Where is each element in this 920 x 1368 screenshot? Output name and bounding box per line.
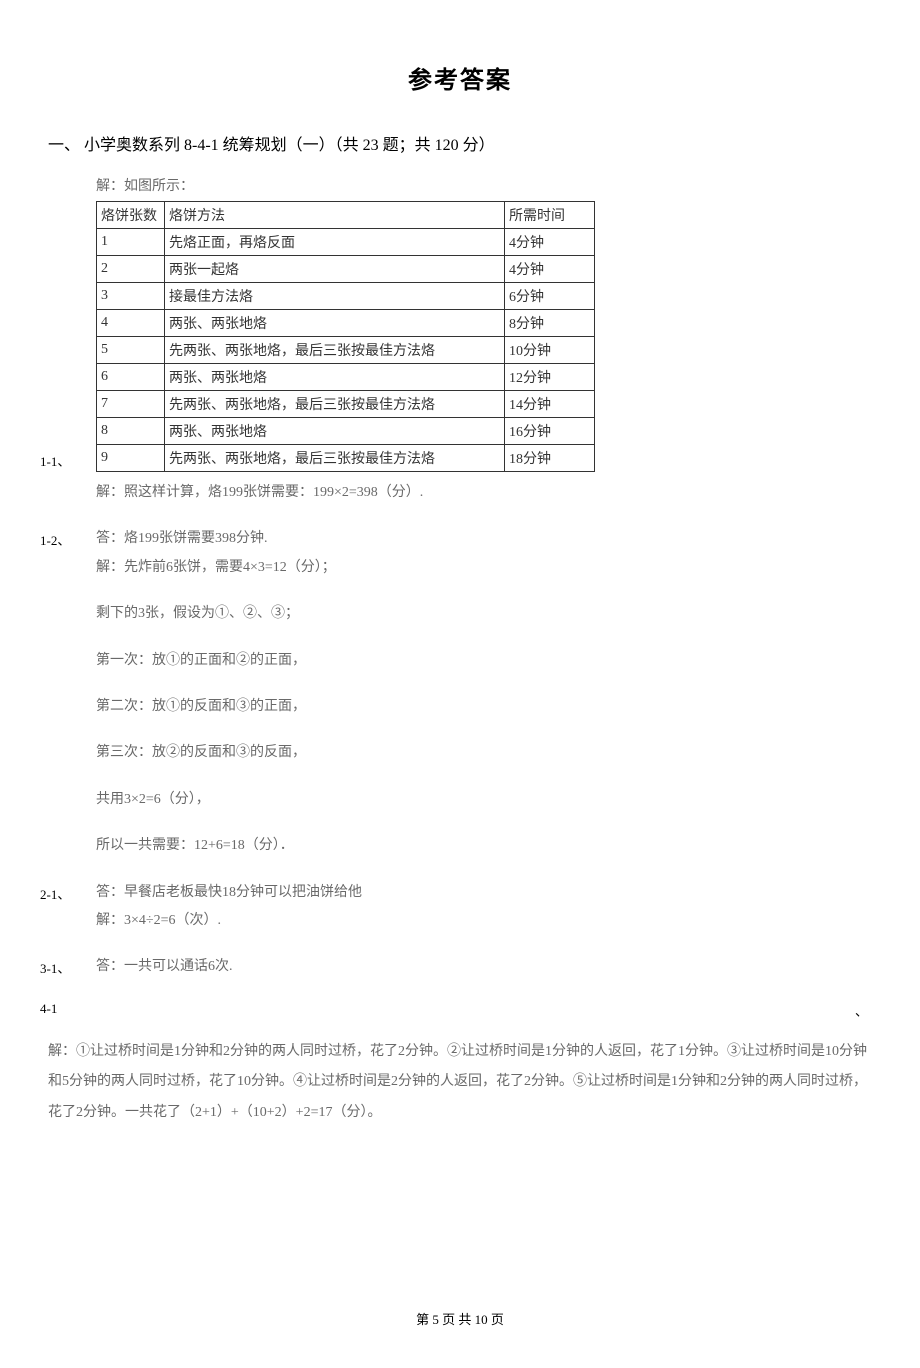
table-row: 4两张、两张地烙8分钟 [97,310,595,337]
answer-2-lines: 解：先炸前6张饼，需要4×3=12（分）； 剩下的3张，假设为①、②、③； 第一次：… [48,557,872,858]
table-cell: 先两张、两张地烙，最后三张按最佳方法烙 [165,337,505,364]
table-cell: 7 [97,391,165,418]
answer-2-line: 第二次：放①的反面和③的正面， [96,696,872,718]
page-title: 参考答案 [48,60,872,95]
table-header-cell: 烙饼张数 [97,202,165,229]
table-cell: 10分钟 [505,337,595,364]
answer-2-line: 第三次：放②的反面和③的反面， [96,742,872,764]
table-cell: 2 [97,256,165,283]
table-cell: 12分钟 [505,364,595,391]
answer-2-1-text: 答：早餐店老板最快18分钟可以把油饼给他 [96,882,872,904]
table-cell: 18分钟 [505,445,595,472]
table-cell: 两张、两张地烙 [165,418,505,445]
table-row: 5先两张、两张地烙，最后三张按最佳方法烙10分钟 [97,337,595,364]
table-cell: 4分钟 [505,229,595,256]
table-row: 1先烙正面，再烙反面4分钟 [97,229,595,256]
table-cell: 6 [97,364,165,391]
table-cell: 3 [97,283,165,310]
answer-2-line: 共用3×2=6（分）， [96,789,872,811]
table-cell: 先两张、两张地烙，最后三张按最佳方法烙 [165,445,505,472]
q-label-1-2: 1-2、 [40,530,70,549]
table-row: 7先两张、两张地烙，最后三张按最佳方法烙14分钟 [97,391,595,418]
answer-1-1-after: 解：照这样计算，烙199张饼需要：199×2=398（分）. [96,482,872,504]
table-cell: 6分钟 [505,283,595,310]
table-cell: 接最佳方法烙 [165,283,505,310]
table-row: 2两张一起烙4分钟 [97,256,595,283]
table-row: 6两张、两张地烙12分钟 [97,364,595,391]
table-header-cell: 烙饼方法 [165,202,505,229]
table-cell: 14分钟 [505,391,595,418]
q-label-4-1: 4-1 、 [40,1001,872,1017]
table-cell: 5 [97,337,165,364]
answer-3-1-text: 答：一共可以通话6次. [96,956,872,978]
table-cell: 9 [97,445,165,472]
q-label-4-1-dun: 、 [855,1001,868,1020]
table-cell: 16分钟 [505,418,595,445]
answer-3-1: 3-1、 答：一共可以通话6次. [48,956,872,978]
table-cell: 两张、两张地烙 [165,364,505,391]
table-cell: 4分钟 [505,256,595,283]
q-label-3-1: 3-1、 [40,958,70,977]
q-label-1-1: 1-1、 [40,451,70,470]
q-label-2-1: 2-1、 [40,884,70,903]
table-cell: 两张一起烙 [165,256,505,283]
table-row: 9先两张、两张地烙，最后三张按最佳方法烙18分钟 [97,445,595,472]
answer-2-1-after: 解：3×4÷2=6（次）. [96,910,872,932]
answer-2-line: 第一次：放①的正面和②的正面， [96,650,872,672]
table-cell: 先烙正面，再烙反面 [165,229,505,256]
answer-4-1-paragraph: 解：①让过桥时间是1分钟和2分钟的两人同时过桥，花了2分钟。②让过桥时间是1分钟… [48,1037,872,1129]
table-header-cell: 所需时间 [505,202,595,229]
table-cell: 8分钟 [505,310,595,337]
table-cell: 4 [97,310,165,337]
table-cell: 8 [97,418,165,445]
answer-1-1: 解：如图所示： 烙饼张数烙饼方法所需时间1先烙正面，再烙反面4分钟2两张一起烙4… [48,175,872,472]
answer-1-1-intro: 解：如图所示： [96,175,872,195]
answer-2-1: 2-1、 答：早餐店老板最快18分钟可以把油饼给他 [48,882,872,904]
answer-2-line: 所以一共需要：12+6=18（分）． [96,835,872,857]
table-cell: 1 [97,229,165,256]
answer-1-2-text: 答：烙199张饼需要398分钟. [96,528,872,550]
page-footer: 第 5 页 共 10 页 [48,1309,872,1328]
q-label-4-1-num: 4-1 [40,1001,57,1016]
section-heading: 一、 小学奥数系列 8-4-1 统筹规划（一）（共 23 题；共 120 分） [48,131,872,155]
answer-2-line: 剩下的3张，假设为①、②、③； [96,603,872,625]
table-cell: 先两张、两张地烙，最后三张按最佳方法烙 [165,391,505,418]
baking-table: 烙饼张数烙饼方法所需时间1先烙正面，再烙反面4分钟2两张一起烙4分钟3接最佳方法… [96,201,595,472]
table-row: 3接最佳方法烙6分钟 [97,283,595,310]
table-cell: 两张、两张地烙 [165,310,505,337]
table-row: 8两张、两张地烙16分钟 [97,418,595,445]
answer-1-2: 1-2、 答：烙199张饼需要398分钟. [48,528,872,550]
answer-2-line: 解：先炸前6张饼，需要4×3=12（分）； [96,557,872,579]
